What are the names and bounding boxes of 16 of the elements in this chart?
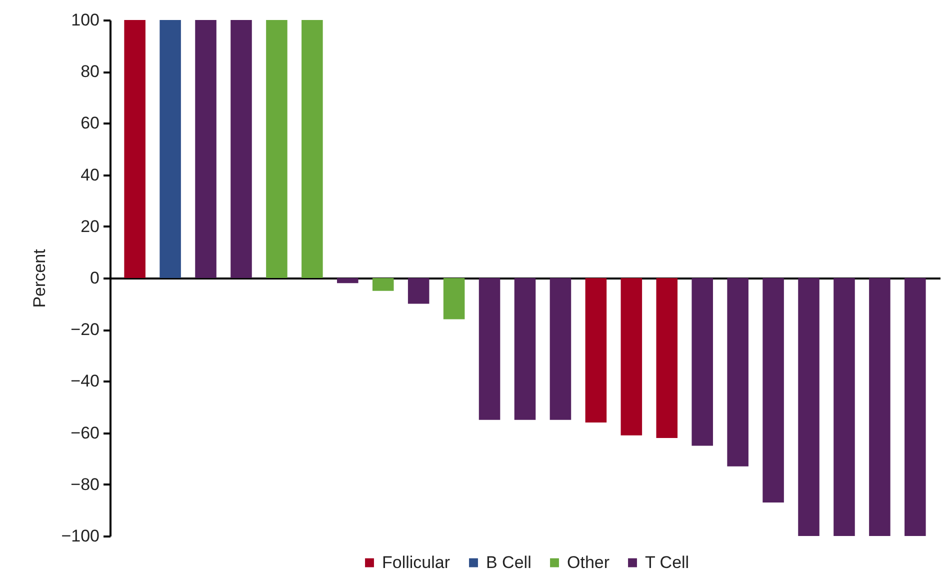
y-tick-label: −60 xyxy=(70,423,100,442)
legend-label: T Cell xyxy=(645,552,690,572)
y-tick-label: 60 xyxy=(80,114,100,133)
legend-label: B Cell xyxy=(486,552,532,572)
y-tick-label: −80 xyxy=(70,474,100,494)
y-tick-label: −40 xyxy=(70,372,100,391)
y-tick-label: 20 xyxy=(80,216,100,236)
y-tick-label: −20 xyxy=(70,320,100,340)
y-tick-label: −100 xyxy=(61,526,100,546)
y-tick-label: 80 xyxy=(80,62,100,82)
y-tick-label: 40 xyxy=(80,165,100,184)
y-axis-title: Percent xyxy=(30,248,50,308)
legend-label: Other xyxy=(567,552,610,572)
legend-label: Follicular xyxy=(382,552,450,572)
y-tick-label: 100 xyxy=(71,10,100,30)
y-tick-label: 0 xyxy=(90,268,100,288)
